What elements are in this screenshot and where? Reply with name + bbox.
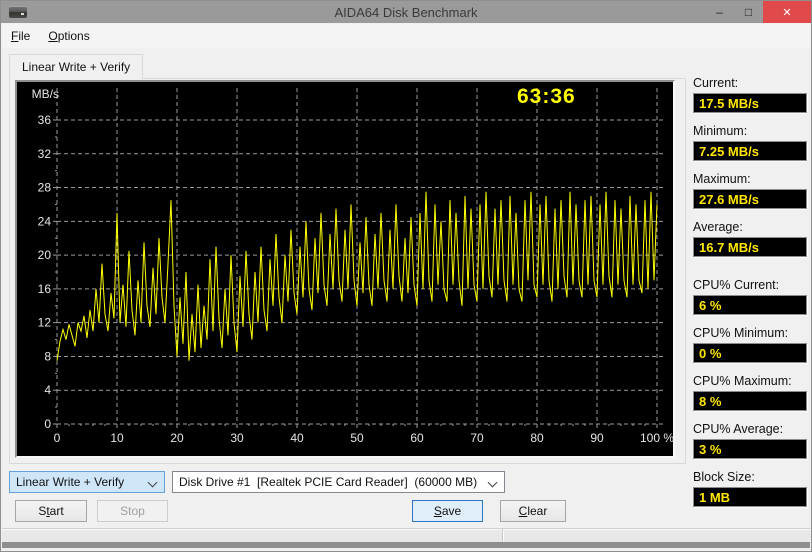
elapsed-time: 63:36 xyxy=(517,85,576,108)
svg-text:16: 16 xyxy=(38,282,52,296)
stat-cpu-average: CPU% Average: 3 % xyxy=(693,422,807,459)
svg-text:30: 30 xyxy=(230,431,244,445)
benchmark-type-value: Linear Write + Verify xyxy=(16,475,125,489)
stat-label: Maximum: xyxy=(693,172,751,186)
svg-text:100 %: 100 % xyxy=(640,431,673,445)
stop-button: Stop xyxy=(97,500,168,522)
minimize-button[interactable]: – xyxy=(716,5,723,19)
benchmark-chart: 0 4 8 12 16 20 24 28 32 36 0 10 20 30 40 50 60 70 80 90 100 … xyxy=(15,80,675,458)
drive-select[interactable]: Disk Drive #1 [Realtek PCIE Card Reader]… xyxy=(172,471,505,493)
svg-text:20: 20 xyxy=(38,248,52,262)
stat-value: 0 % xyxy=(693,343,807,363)
svg-text:4: 4 xyxy=(44,383,51,397)
drive-select-value: Disk Drive #1 [Realtek PCIE Card Reader]… xyxy=(179,475,478,489)
stat-cpu-current: CPU% Current: 6 % xyxy=(693,278,807,315)
svg-text:24: 24 xyxy=(38,214,52,228)
stat-current: Current: 17.5 MB/s xyxy=(693,76,807,113)
stat-minimum: Minimum: 7.25 MB/s xyxy=(693,124,807,161)
stat-maximum: Maximum: 27.6 MB/s xyxy=(693,172,807,209)
stat-label: Block Size: xyxy=(693,470,755,484)
close-button[interactable]: ✕ xyxy=(763,1,811,23)
maximize-button[interactable]: □ xyxy=(744,5,753,19)
chevron-down-icon xyxy=(487,477,498,488)
svg-text:28: 28 xyxy=(38,181,52,195)
stat-cpu-maximum: CPU% Maximum: 8 % xyxy=(693,374,807,411)
window-title: AIDA64 Disk Benchmark xyxy=(334,4,478,20)
status-divider xyxy=(502,529,503,548)
svg-text:50: 50 xyxy=(350,431,364,445)
stat-value: 17.5 MB/s xyxy=(693,93,807,113)
stat-cpu-minimum: CPU% Minimum: 0 % xyxy=(693,326,807,363)
chart-canvas: 0 4 8 12 16 20 24 28 32 36 0 10 20 30 40 50 60 70 80 90 100 … xyxy=(32,87,673,445)
status-strip xyxy=(2,528,810,548)
svg-text:36: 36 xyxy=(38,113,52,127)
svg-text:MB/s: MB/s xyxy=(32,87,59,101)
benchmark-type-select[interactable]: Linear Write + Verify xyxy=(9,471,165,493)
stat-label: CPU% Current: xyxy=(693,278,780,292)
svg-text:90: 90 xyxy=(590,431,604,445)
svg-text:10: 10 xyxy=(110,431,124,445)
benchmark-line-series xyxy=(56,191,658,361)
svg-text:0: 0 xyxy=(44,417,51,431)
svg-text:80: 80 xyxy=(530,431,544,445)
tab-label: Linear Write + Verify xyxy=(22,60,131,74)
stat-value: 3 % xyxy=(693,439,807,459)
stat-value: 6 % xyxy=(693,295,807,315)
window-bottom-border xyxy=(2,542,810,548)
title-bar[interactable]: AIDA64 Disk Benchmark xyxy=(1,1,811,23)
stat-value: 8 % xyxy=(693,391,807,411)
stat-label: CPU% Maximum: xyxy=(693,374,792,388)
svg-text:60: 60 xyxy=(410,431,424,445)
tab-linear-write-verify[interactable]: Linear Write + Verify xyxy=(9,54,144,79)
menu-file[interactable]: File xyxy=(11,29,31,43)
stat-value: 27.6 MB/s xyxy=(693,189,807,209)
stat-label: Minimum: xyxy=(693,124,748,138)
svg-text:40: 40 xyxy=(290,431,304,445)
stat-block-size: Block Size: 1 MB xyxy=(693,470,807,507)
svg-text:70: 70 xyxy=(470,431,484,445)
stat-label: Current: xyxy=(693,76,739,90)
svg-text:8: 8 xyxy=(44,349,51,363)
svg-text:20: 20 xyxy=(170,431,184,445)
chevron-down-icon xyxy=(147,477,158,488)
disk-drive-app-icon xyxy=(9,6,27,18)
stat-label: Average: xyxy=(693,220,743,234)
menu-options[interactable]: Options xyxy=(48,29,90,43)
stat-label: CPU% Average: xyxy=(693,422,784,436)
stat-average: Average: 16.7 MB/s xyxy=(693,220,807,257)
stat-value: 1 MB xyxy=(693,487,807,507)
svg-text:0: 0 xyxy=(54,431,61,445)
svg-text:32: 32 xyxy=(38,147,52,161)
stat-label: CPU% Minimum: xyxy=(693,326,789,340)
svg-text:12: 12 xyxy=(38,316,52,330)
menu-bar: File Options xyxy=(2,24,810,48)
stat-value: 7.25 MB/s xyxy=(693,141,807,161)
stat-value: 16.7 MB/s xyxy=(693,237,807,257)
